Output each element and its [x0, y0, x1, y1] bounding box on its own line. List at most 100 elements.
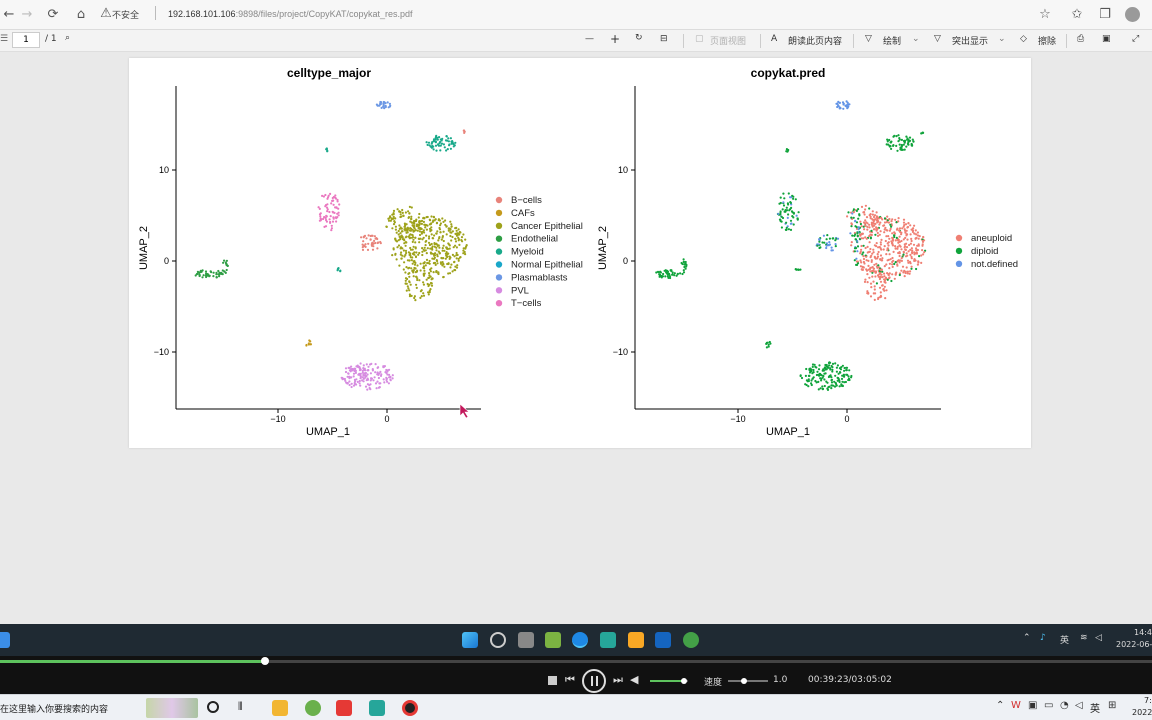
zoom-out-button[interactable]: —	[585, 34, 594, 44]
file-explorer-icon[interactable]	[628, 632, 644, 648]
left-point	[404, 249, 408, 252]
favorites-icon[interactable]: ✩	[1071, 7, 1083, 22]
profile-avatar[interactable]	[1125, 7, 1140, 22]
task-view-icon[interactable]	[518, 632, 534, 648]
draw-icon[interactable]: ▽	[865, 34, 872, 44]
forward-icon[interactable]: →	[21, 7, 33, 22]
wps-tray-icon[interactable]: W	[1011, 700, 1021, 711]
speed-slider-knob[interactable]	[741, 678, 747, 684]
right-point	[868, 214, 871, 217]
taskbar-search-box[interactable]: 在这里输入你要搜索的内容	[0, 705, 109, 715]
video-progress-knob[interactable]	[260, 657, 269, 665]
save-icon[interactable]: ▣	[1102, 34, 1111, 44]
ime-mode-icon[interactable]: ⊞	[1108, 700, 1117, 711]
battery-icon[interactable]: ▭	[1044, 700, 1054, 711]
left-point	[326, 203, 329, 206]
right-point	[830, 381, 834, 384]
wifi-icon[interactable]: ≋	[1080, 633, 1088, 643]
video-progress-bar[interactable]	[0, 657, 1152, 665]
highlight-chevron-down-icon[interactable]: ⌄	[998, 34, 1006, 44]
app-icon[interactable]	[545, 632, 561, 648]
read-aloud-icon[interactable]: A	[771, 34, 778, 44]
insecure-label[interactable]: 不安全	[112, 11, 140, 21]
volume-icon[interactable]: ◁	[1095, 633, 1102, 643]
fit-page-icon[interactable]: ⊟	[660, 34, 668, 44]
network-icon[interactable]: ◔	[1060, 700, 1069, 711]
record-icon[interactable]	[402, 700, 418, 716]
file-explorer-icon[interactable]	[272, 700, 288, 716]
left-point	[358, 369, 362, 372]
volume-icon[interactable]: ◁	[1075, 700, 1083, 711]
left-point	[392, 223, 396, 226]
left-point	[356, 365, 359, 368]
tray-app-icon[interactable]: ▣	[1028, 700, 1038, 711]
tray-clock-time[interactable]: 14:40	[1134, 628, 1152, 637]
print-icon[interactable]: ⎙	[1077, 34, 1085, 44]
search-icon[interactable]	[490, 632, 506, 648]
back-icon[interactable]: ←	[3, 7, 15, 22]
speed-slider[interactable]	[728, 678, 768, 684]
warning-icon[interactable]: ⚠	[100, 6, 112, 21]
ime-indicator[interactable]: 英	[1060, 636, 1070, 646]
volume-slider-knob[interactable]	[681, 678, 688, 684]
tray-chevron-up-icon[interactable]: ⌃	[996, 700, 1005, 711]
eraser-icon[interactable]: ◇	[1020, 34, 1027, 44]
right-point	[787, 148, 790, 152]
app-icon[interactable]	[305, 700, 321, 716]
reload-icon[interactable]: ⟳	[47, 7, 59, 22]
left-point	[418, 227, 422, 230]
tray-clock-date[interactable]: 2022-06-1	[1116, 640, 1152, 649]
right-point	[857, 217, 860, 220]
wechat-icon[interactable]	[683, 632, 699, 648]
zoom-in-button[interactable]: +	[610, 32, 621, 46]
edge-icon[interactable]	[572, 632, 588, 648]
read-aloud-button[interactable]: 朗读此页内容	[788, 37, 843, 47]
stop-icon[interactable]	[548, 676, 557, 685]
volume-icon[interactable]: ◀	[630, 673, 639, 686]
highlight-button[interactable]: 突出显示	[952, 37, 989, 47]
right-point	[886, 247, 890, 250]
volume-slider[interactable]	[650, 678, 688, 684]
windows-start-icon[interactable]	[462, 632, 478, 648]
left-point	[449, 234, 452, 238]
search-icon[interactable]: ⌕	[65, 33, 71, 43]
pause-button[interactable]	[582, 669, 606, 693]
app-icon[interactable]	[600, 632, 616, 648]
rotate-icon[interactable]: ↻	[635, 33, 643, 43]
tray-chevron-up-icon[interactable]: ⌃	[1023, 633, 1031, 643]
page-number-input[interactable]: 1	[12, 32, 40, 48]
left-point	[421, 253, 424, 257]
right-point	[900, 147, 903, 150]
erase-button[interactable]: 擦除	[1038, 37, 1057, 47]
left-legend-label: Plasmablasts	[511, 272, 568, 283]
draw-chevron-down-icon[interactable]: ⌄	[912, 34, 920, 44]
app-icon[interactable]	[369, 700, 385, 716]
right-point	[903, 148, 906, 151]
microphone-icon[interactable]: ♪	[1040, 633, 1046, 643]
previous-icon[interactable]: ⏮	[565, 673, 575, 686]
cortana-icon[interactable]	[207, 701, 219, 713]
right-point	[880, 238, 883, 241]
right-point	[918, 235, 921, 238]
draw-button[interactable]: 绘制	[883, 37, 902, 47]
left-point	[442, 275, 445, 279]
clock-time[interactable]: 7:	[1144, 696, 1152, 705]
wps-icon[interactable]	[336, 700, 352, 716]
highlight-icon[interactable]: ▽	[934, 34, 941, 44]
url-divider	[155, 6, 156, 20]
clock-date[interactable]: 2022	[1132, 708, 1152, 717]
ime-indicator[interactable]: 英	[1090, 704, 1100, 715]
app-icon[interactable]	[655, 632, 671, 648]
left-point	[449, 137, 452, 140]
fullscreen-icon[interactable]: ⤢	[1132, 34, 1140, 44]
left-point	[409, 227, 412, 230]
collections-icon[interactable]: ❐	[1099, 7, 1111, 22]
toc-icon[interactable]: ☰	[0, 34, 9, 44]
add-favorite-icon[interactable]: ☆	[1039, 7, 1051, 22]
left-point	[435, 246, 438, 249]
task-view-icon[interactable]: ⫴	[238, 700, 243, 713]
left-point	[422, 274, 426, 277]
home-icon[interactable]: ⌂	[76, 7, 86, 22]
url-field[interactable]: 192.168.101.106:9898/files/project/CopyK…	[168, 9, 413, 19]
next-icon[interactable]: ⏭	[613, 673, 623, 686]
